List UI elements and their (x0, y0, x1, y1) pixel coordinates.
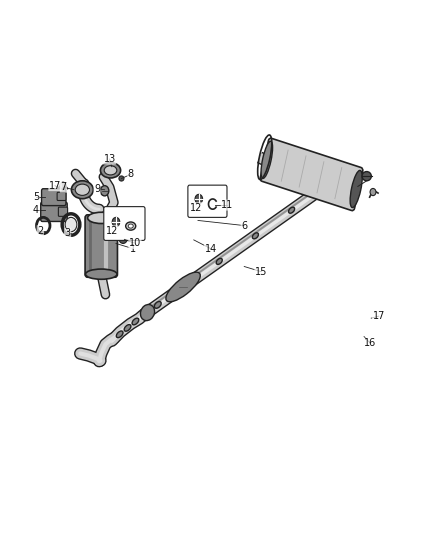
Text: 9: 9 (94, 184, 100, 193)
Text: 17: 17 (49, 181, 61, 191)
Text: 14: 14 (205, 244, 217, 254)
Ellipse shape (117, 331, 123, 337)
Circle shape (370, 189, 376, 196)
Ellipse shape (71, 181, 93, 199)
Text: 5: 5 (33, 192, 39, 203)
Ellipse shape (100, 185, 109, 196)
Text: 12: 12 (106, 225, 118, 236)
Ellipse shape (216, 259, 223, 264)
Ellipse shape (141, 304, 155, 321)
FancyBboxPatch shape (57, 192, 66, 200)
Ellipse shape (126, 222, 136, 230)
Ellipse shape (104, 166, 117, 175)
Ellipse shape (132, 318, 139, 325)
FancyBboxPatch shape (104, 207, 145, 240)
Ellipse shape (85, 269, 117, 279)
FancyBboxPatch shape (41, 202, 67, 222)
FancyBboxPatch shape (188, 185, 227, 217)
Ellipse shape (128, 224, 133, 228)
Ellipse shape (100, 163, 120, 178)
FancyBboxPatch shape (85, 215, 117, 277)
Text: 3: 3 (64, 228, 71, 238)
Ellipse shape (166, 272, 200, 302)
Text: 7: 7 (60, 182, 67, 192)
FancyBboxPatch shape (42, 189, 66, 206)
Text: 13: 13 (103, 154, 116, 164)
Ellipse shape (119, 176, 124, 181)
Ellipse shape (88, 212, 115, 223)
Text: 10: 10 (129, 238, 141, 248)
Ellipse shape (65, 217, 77, 232)
FancyBboxPatch shape (260, 138, 363, 211)
Text: 2: 2 (37, 225, 43, 236)
Ellipse shape (289, 207, 295, 213)
Text: 15: 15 (255, 266, 267, 277)
Circle shape (112, 217, 120, 227)
FancyBboxPatch shape (58, 207, 67, 216)
Ellipse shape (124, 325, 131, 331)
Ellipse shape (252, 233, 258, 239)
Text: 12: 12 (190, 203, 202, 213)
Text: 4: 4 (33, 205, 39, 215)
Text: 6: 6 (241, 221, 247, 231)
Ellipse shape (75, 184, 89, 196)
Circle shape (195, 195, 203, 204)
Ellipse shape (261, 141, 272, 179)
Circle shape (119, 233, 127, 244)
Ellipse shape (362, 172, 371, 181)
Text: 16: 16 (364, 338, 377, 348)
Text: 1: 1 (130, 244, 136, 254)
Text: 11: 11 (221, 200, 233, 210)
Circle shape (60, 182, 66, 189)
Text: 17: 17 (373, 311, 385, 321)
Ellipse shape (350, 171, 362, 207)
Ellipse shape (154, 302, 161, 308)
Text: 8: 8 (127, 169, 134, 180)
